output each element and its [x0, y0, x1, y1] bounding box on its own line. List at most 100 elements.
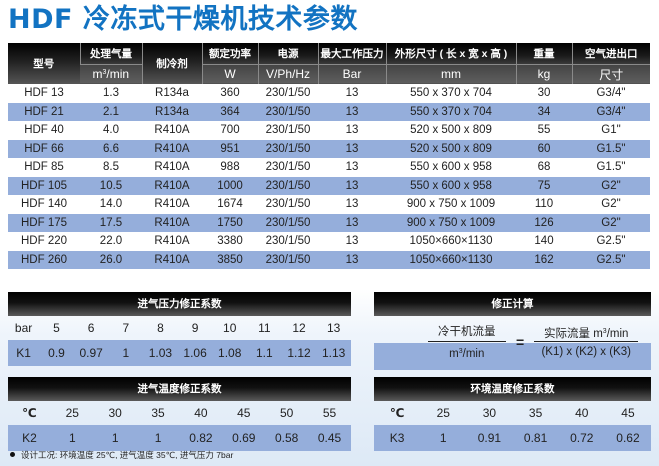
cell: 1 — [154, 431, 162, 445]
table-cell: R410A — [142, 250, 202, 269]
spec-header-row: 型号 处理气量 制冷剂 额定功率 电源 最大工作压力 外形尺寸 ( 长 x 宽 … — [8, 43, 650, 84]
cell: 9 — [191, 321, 199, 335]
cell: 1 — [68, 431, 76, 445]
table-row: HDF 105 10.5 R410A 1000 230/1/50 13 550 x 600 … — [8, 176, 650, 195]
table-cell: 230/1/50 — [265, 87, 311, 100]
inlet-temp-value-row: K2 1 1 1 0.82 0.69 0.58 0.45 — [8, 425, 351, 451]
table-cell: 360 — [220, 87, 240, 100]
table-row: HDF 21 2.1 R134a 364 230/1/50 13 550 x 370 x 7… — [8, 102, 650, 121]
right-denominator: (K1) x (K2) x (K3) — [541, 346, 631, 358]
cell: 40 — [575, 406, 589, 420]
table-cell: 13 — [345, 124, 359, 137]
table-cell: G3/4" — [596, 87, 626, 100]
cell: 0.69 — [232, 431, 256, 445]
table-cell: R134a — [142, 102, 202, 121]
table-cell: 8.5 — [103, 161, 119, 174]
unit-flow: m3/min — [80, 63, 142, 84]
table-cell: 13 — [318, 176, 386, 195]
cell: 40 — [194, 406, 208, 420]
table-cell: 900 x 750 x 1009 — [406, 198, 496, 211]
cell: K3 — [389, 431, 405, 445]
table-cell: 30 — [537, 87, 551, 100]
cell: 8 — [157, 321, 164, 335]
pressure-factor-panel: 进气压力修正系数 bar 5 6 7 8 9 10 11 12 13 K1 0.… — [8, 292, 351, 366]
cell: 35 — [528, 406, 543, 420]
table-cell: 3380 — [217, 235, 243, 248]
cell: 30 — [482, 406, 497, 420]
right-numerator: 实际流量 m3/min — [534, 322, 639, 342]
correction-formula: 冷干机流量 m3/min = 实际流量 m3/min (K1) x (K2) x… — [374, 316, 651, 370]
cell: 0.9 — [48, 346, 65, 360]
cell: 0.81 — [523, 431, 548, 445]
table-cell: HDF 66 — [8, 139, 80, 158]
header-model: 型号 — [8, 43, 80, 84]
header-dimensions: 外形尺寸 ( 长 x 宽 x 高 ) — [385, 43, 516, 64]
table-cell: 951 — [202, 139, 258, 158]
table-cell: 13 — [345, 161, 359, 174]
table-cell: 3850 — [202, 250, 258, 269]
table-cell: 230/1/50 — [258, 176, 318, 195]
table-cell: R410A — [154, 161, 190, 174]
cell: bar — [14, 321, 33, 335]
table-cell: 140 — [534, 235, 554, 248]
unit-power: W — [201, 63, 258, 84]
cell: 0.91 — [477, 431, 502, 445]
table-cell: G3/4" — [572, 102, 650, 121]
table-cell: HDF 260 — [8, 250, 80, 269]
table-cell: 17.5 — [80, 213, 142, 232]
table-cell: 13 — [318, 139, 386, 158]
table-cell: 550 x 370 x 704 — [410, 87, 492, 100]
cell: 0.72 — [570, 431, 594, 445]
table-cell: HDF 220 — [20, 235, 68, 248]
cell: 55 — [322, 406, 337, 420]
table-cell: HDF 105 — [8, 176, 80, 195]
bullet-icon — [10, 452, 15, 457]
cell: 1.1 — [256, 346, 273, 360]
table-cell: 34 — [516, 102, 572, 121]
table-cell: R134a — [155, 87, 189, 100]
table-cell: 1674 — [217, 198, 243, 211]
table-cell: 13 — [318, 213, 386, 232]
header-max-pressure: 最大工作压力 — [317, 43, 386, 64]
table-cell: R410A — [154, 124, 190, 137]
table-cell: R410A — [142, 213, 202, 232]
table-cell: R410A — [154, 235, 190, 248]
table-cell: 60 — [516, 139, 572, 158]
table-cell: 520 x 500 x 809 — [410, 124, 492, 137]
table-row: HDF 260 26.0 R410A 3850 230/1/50 13 1050×660×1… — [8, 250, 650, 269]
table-cell: 1050×660×1130 — [386, 250, 516, 269]
table-cell: 4.0 — [103, 124, 119, 137]
table-cell: 1050×660×1130 — [409, 235, 493, 248]
table-cell: 13 — [345, 235, 359, 248]
cell: 0.97 — [79, 346, 103, 360]
header-supply: 电源 — [257, 43, 318, 64]
table-cell: G1" — [601, 124, 621, 137]
cell: 6 — [87, 321, 95, 335]
page-title: HDF 冷冻式干燥机技术参数 — [8, 4, 358, 35]
cell: K2 — [22, 431, 37, 445]
table-cell: 700 — [220, 124, 240, 137]
cell: 0.58 — [275, 431, 299, 445]
header-connection: 空气进出口 — [571, 43, 650, 64]
table-cell: G2" — [572, 176, 650, 195]
ambient-temp-factor-panel: 环境温度修正系数 ℃ 25 30 35 40 45 K3 1 0.91 0.81… — [374, 377, 651, 451]
cell: 1.12 — [287, 346, 311, 360]
header-flow: 处理气量 — [79, 43, 142, 64]
left-denominator: m3/min — [449, 348, 485, 360]
equals-sign: = — [516, 334, 525, 350]
table-cell: 26.0 — [80, 250, 142, 269]
cell: 13 — [326, 321, 341, 335]
inlet-temp-header-row: ℃ 25 30 35 40 45 50 55 — [8, 401, 351, 425]
cell: 45 — [237, 406, 251, 420]
table-cell: G2.5" — [596, 235, 626, 248]
table-row: HDF 40 4.0 R410A 700 230/1/50 13 520 x 500 x 8… — [8, 121, 650, 140]
cell: 11 — [258, 321, 271, 335]
table-cell: G1.5" — [596, 161, 626, 174]
table-row: HDF 66 6.6 R410A 951 230/1/50 13 520 x 500 x 8… — [8, 139, 650, 158]
table-cell: HDF 140 — [20, 198, 68, 211]
left-numerator: 冷干机流量 — [428, 322, 506, 342]
cell: K1 — [16, 346, 31, 360]
cell: ℃ — [389, 406, 405, 420]
cell: 10 — [223, 321, 237, 335]
table-cell: 230/1/50 — [265, 235, 311, 248]
